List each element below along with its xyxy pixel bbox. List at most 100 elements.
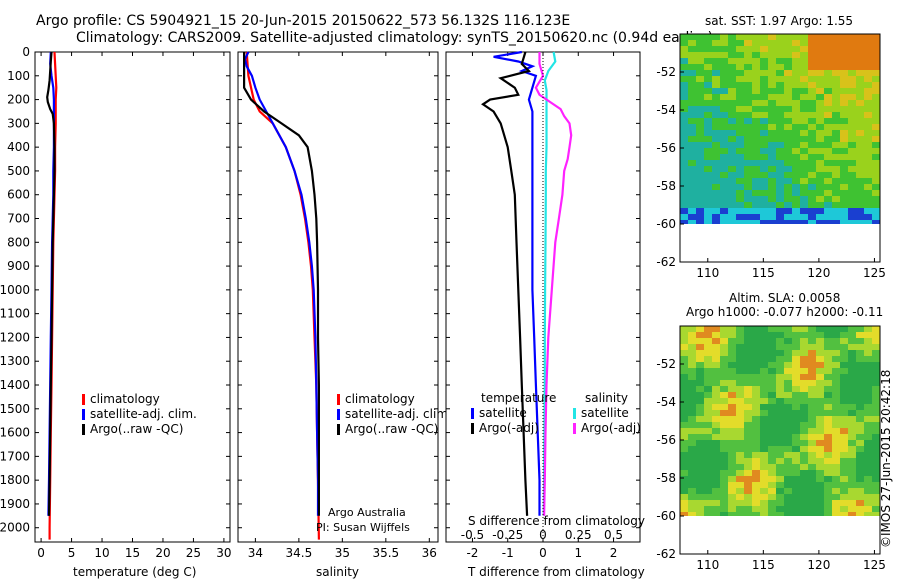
heatmap-cell xyxy=(704,452,712,458)
heatmap-cell xyxy=(696,130,704,136)
y-tick-label: 1300 xyxy=(0,354,30,368)
heatmap-cell xyxy=(736,476,744,482)
x-tick-label: 2 xyxy=(610,546,618,560)
legend-swatch xyxy=(337,424,340,435)
heatmap-cell xyxy=(840,64,848,70)
heatmap-cell xyxy=(808,356,816,362)
heatmap-cell xyxy=(768,64,776,70)
heatmap-cell xyxy=(712,350,720,356)
heatmap-cell xyxy=(792,88,800,94)
heatmap-cell xyxy=(808,392,816,398)
heatmap-cell xyxy=(728,332,736,338)
heatmap-cell xyxy=(784,506,792,512)
heatmap-cell xyxy=(768,124,776,130)
heatmap-cell xyxy=(720,434,728,440)
heatmap-cell xyxy=(816,130,824,136)
heatmap-cell xyxy=(744,332,752,338)
heatmap-cell xyxy=(832,494,840,500)
heatmap-cell xyxy=(680,136,688,142)
heatmap-cell xyxy=(680,362,688,368)
argo-australia-label: Argo Australia xyxy=(328,506,406,519)
heatmap-cell xyxy=(704,112,712,118)
heatmap-cell xyxy=(704,64,712,70)
heatmap-cell xyxy=(752,482,760,488)
heatmap-cell xyxy=(872,368,880,374)
heatmap-cell xyxy=(688,500,696,506)
heatmap-cell xyxy=(728,124,736,130)
heatmap-cell xyxy=(776,488,784,494)
heatmap-cell xyxy=(832,392,840,398)
heatmap-cell xyxy=(816,380,824,386)
legend-label: satellite-adj. clim. xyxy=(90,407,197,421)
heatmap-cell xyxy=(768,118,776,124)
legend-label: satellite-adj. clim. xyxy=(345,407,452,421)
heatmap-cell xyxy=(776,386,784,392)
heatmap-cell xyxy=(736,416,744,422)
heatmap-cell xyxy=(864,482,872,488)
heatmap-cell xyxy=(720,58,728,64)
heatmap-cell xyxy=(768,220,776,226)
heatmap-cell xyxy=(768,458,776,464)
heatmap-cell xyxy=(760,220,768,226)
heatmap-cell xyxy=(808,344,816,350)
heatmap-cell xyxy=(792,476,800,482)
heatmap-cell xyxy=(808,178,816,184)
heatmap-cell xyxy=(808,404,816,410)
heatmap-cell xyxy=(760,154,768,160)
heatmap-cell xyxy=(752,70,760,76)
heatmap-cell xyxy=(792,494,800,500)
legend-swatch xyxy=(573,408,576,419)
heatmap-cell xyxy=(760,148,768,154)
heatmap-cell xyxy=(720,386,728,392)
heatmap-cell xyxy=(760,76,768,82)
heatmap-cell xyxy=(752,386,760,392)
heatmap-cell xyxy=(808,386,816,392)
legend-swatch xyxy=(82,394,85,405)
heatmap-cell xyxy=(736,214,744,220)
heatmap-cell xyxy=(872,446,880,452)
heatmap-cell xyxy=(688,52,696,58)
heatmap-cell xyxy=(696,172,704,178)
heatmap-cell xyxy=(728,494,736,500)
heatmap-cell xyxy=(688,70,696,76)
heatmap-cell xyxy=(864,70,872,76)
heatmap-cell xyxy=(800,362,808,368)
heatmap-cell xyxy=(744,166,752,172)
heatmap-cell xyxy=(768,500,776,506)
heatmap-cell xyxy=(736,488,744,494)
heatmap-cell xyxy=(848,190,856,196)
heatmap-cell xyxy=(736,190,744,196)
heatmap-cell xyxy=(680,464,688,470)
heatmap-cell xyxy=(840,476,848,482)
heatmap-cell xyxy=(856,112,864,118)
heatmap-cell xyxy=(840,160,848,166)
heatmap-cell xyxy=(832,416,840,422)
heatmap-cell xyxy=(688,214,696,220)
heatmap-cell xyxy=(680,58,688,64)
heatmap-cell xyxy=(704,428,712,434)
heatmap-cell xyxy=(768,356,776,362)
y-tick-label: 900 xyxy=(7,259,30,273)
heatmap-cell xyxy=(728,374,736,380)
heatmap-cell xyxy=(824,428,832,434)
heatmap-cell xyxy=(752,506,760,512)
heatmap-cell xyxy=(768,172,776,178)
heatmap-cell xyxy=(864,208,872,214)
heatmap-cell xyxy=(800,184,808,190)
heatmap-cell xyxy=(696,52,704,58)
heatmap-cell xyxy=(856,428,864,434)
heatmap-cell xyxy=(848,464,856,470)
heatmap-cell xyxy=(712,184,720,190)
heatmap-cell xyxy=(688,506,696,512)
heatmap-cell xyxy=(760,332,768,338)
heatmap-cell xyxy=(760,178,768,184)
heatmap-cell xyxy=(744,112,752,118)
heatmap-cell xyxy=(872,52,880,58)
heatmap-cell xyxy=(680,512,688,518)
heatmap-cell xyxy=(688,494,696,500)
heatmap-cell xyxy=(840,106,848,112)
heatmap-cell xyxy=(680,130,688,136)
heatmap-cell xyxy=(728,112,736,118)
heatmap-cell xyxy=(736,428,744,434)
